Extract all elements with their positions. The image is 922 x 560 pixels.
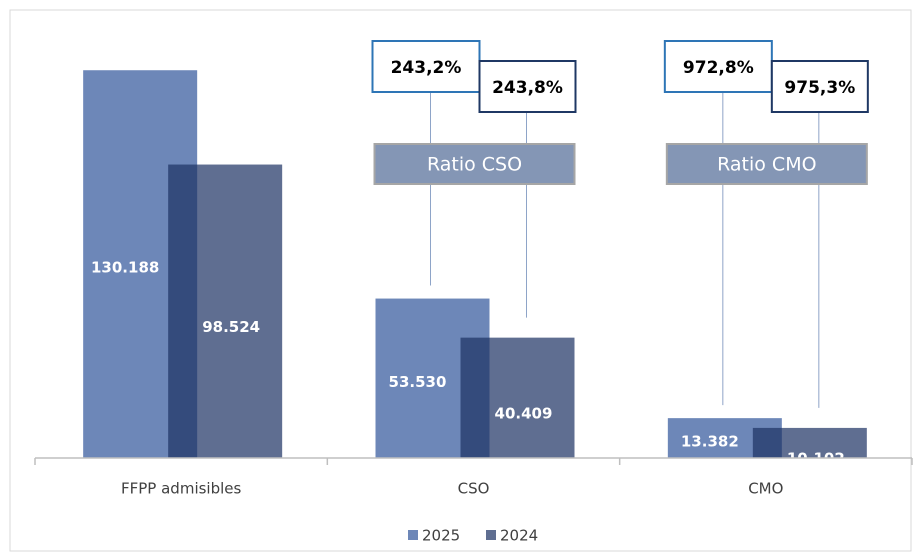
legend-label: 2025 <box>422 527 460 545</box>
value-label: 13.382 <box>681 433 739 451</box>
x-tick-label: CSO <box>458 480 490 498</box>
ratio-value: 243,8% <box>492 78 563 98</box>
legend-swatch <box>486 530 496 540</box>
ratio-title: Ratio CSO <box>427 154 522 176</box>
legend-label: 2024 <box>500 527 538 545</box>
ratio-banner <box>373 143 576 185</box>
value-label: 130.188 <box>91 259 159 277</box>
value-label: 40.409 <box>495 404 553 422</box>
legend-swatch <box>408 530 418 540</box>
ratio-title: Ratio CMO <box>717 154 816 176</box>
ratio-box <box>371 40 481 93</box>
bar <box>752 427 867 458</box>
bar <box>168 164 283 458</box>
value-label: 53.530 <box>389 373 447 391</box>
ratio-box <box>663 40 773 93</box>
ratio-banner <box>665 143 868 185</box>
ratio-value: 975,3% <box>784 78 855 98</box>
ratio-box <box>770 60 869 113</box>
ratio-box <box>478 60 577 113</box>
ratio-value: 972,8% <box>683 58 754 78</box>
x-tick-label: CMO <box>748 480 783 498</box>
x-tick-label: FFPP admisibles <box>121 480 242 498</box>
value-label: 98.524 <box>202 318 260 336</box>
ratio-value: 243,2% <box>391 58 462 78</box>
bar <box>460 337 575 458</box>
